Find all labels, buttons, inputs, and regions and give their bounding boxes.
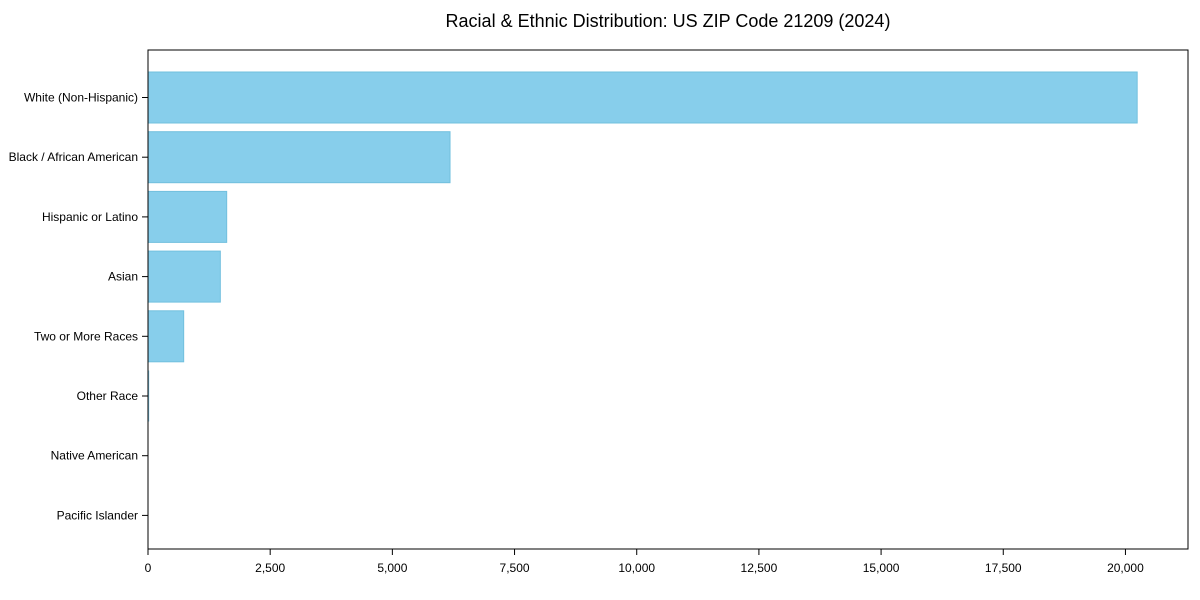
x-tick-label-5000: 5,000 [377,561,407,575]
plot-border [147,49,1189,550]
y-tick-label-hispanic-or-latino: Hispanic or Latino [42,210,138,224]
x-tick-label-2500: 2,500 [255,561,285,575]
chart-title: Racial & Ethnic Distribution: US ZIP Cod… [446,11,891,31]
y-tick-label-black-african-american: Black / African American [9,150,138,164]
y-tick-label-white-non-hispanic: White (Non-Hispanic) [24,91,138,105]
x-tick-label-17500: 17,500 [985,561,1022,575]
bars-group [147,71,1138,541]
x-tick-label-12500: 12,500 [741,561,778,575]
y-tick-label-pacific-islander: Pacific Islander [57,508,138,522]
x-tick-label-0: 0 [145,561,152,575]
x-tick-label-10000: 10,000 [618,561,655,575]
y-tick-label-native-american: Native American [51,449,138,463]
bar-other-race [148,370,150,422]
bar-two-or-more-races [147,310,185,363]
x-tick-label-15000: 15,000 [863,561,900,575]
y-tick-label-asian: Asian [108,270,138,284]
y-axis: White (Non-Hispanic) Black / African Amer… [9,91,148,522]
bar-black-african-american [147,131,451,184]
x-tick-label-7500: 7,500 [500,561,530,575]
x-tick-label-20000: 20,000 [1107,561,1144,575]
bar-asian [147,250,221,303]
y-tick-label-other-race: Other Race [77,389,139,403]
y-tick-label-two-or-more-races: Two or More Races [34,329,138,343]
bar-hispanic-or-latino [147,190,228,243]
bar-white-non-hispanic [147,71,1138,124]
x-axis: 0 2,500 5,000 7,500 10,000 12,500 15,000 17,500… [145,549,1144,575]
